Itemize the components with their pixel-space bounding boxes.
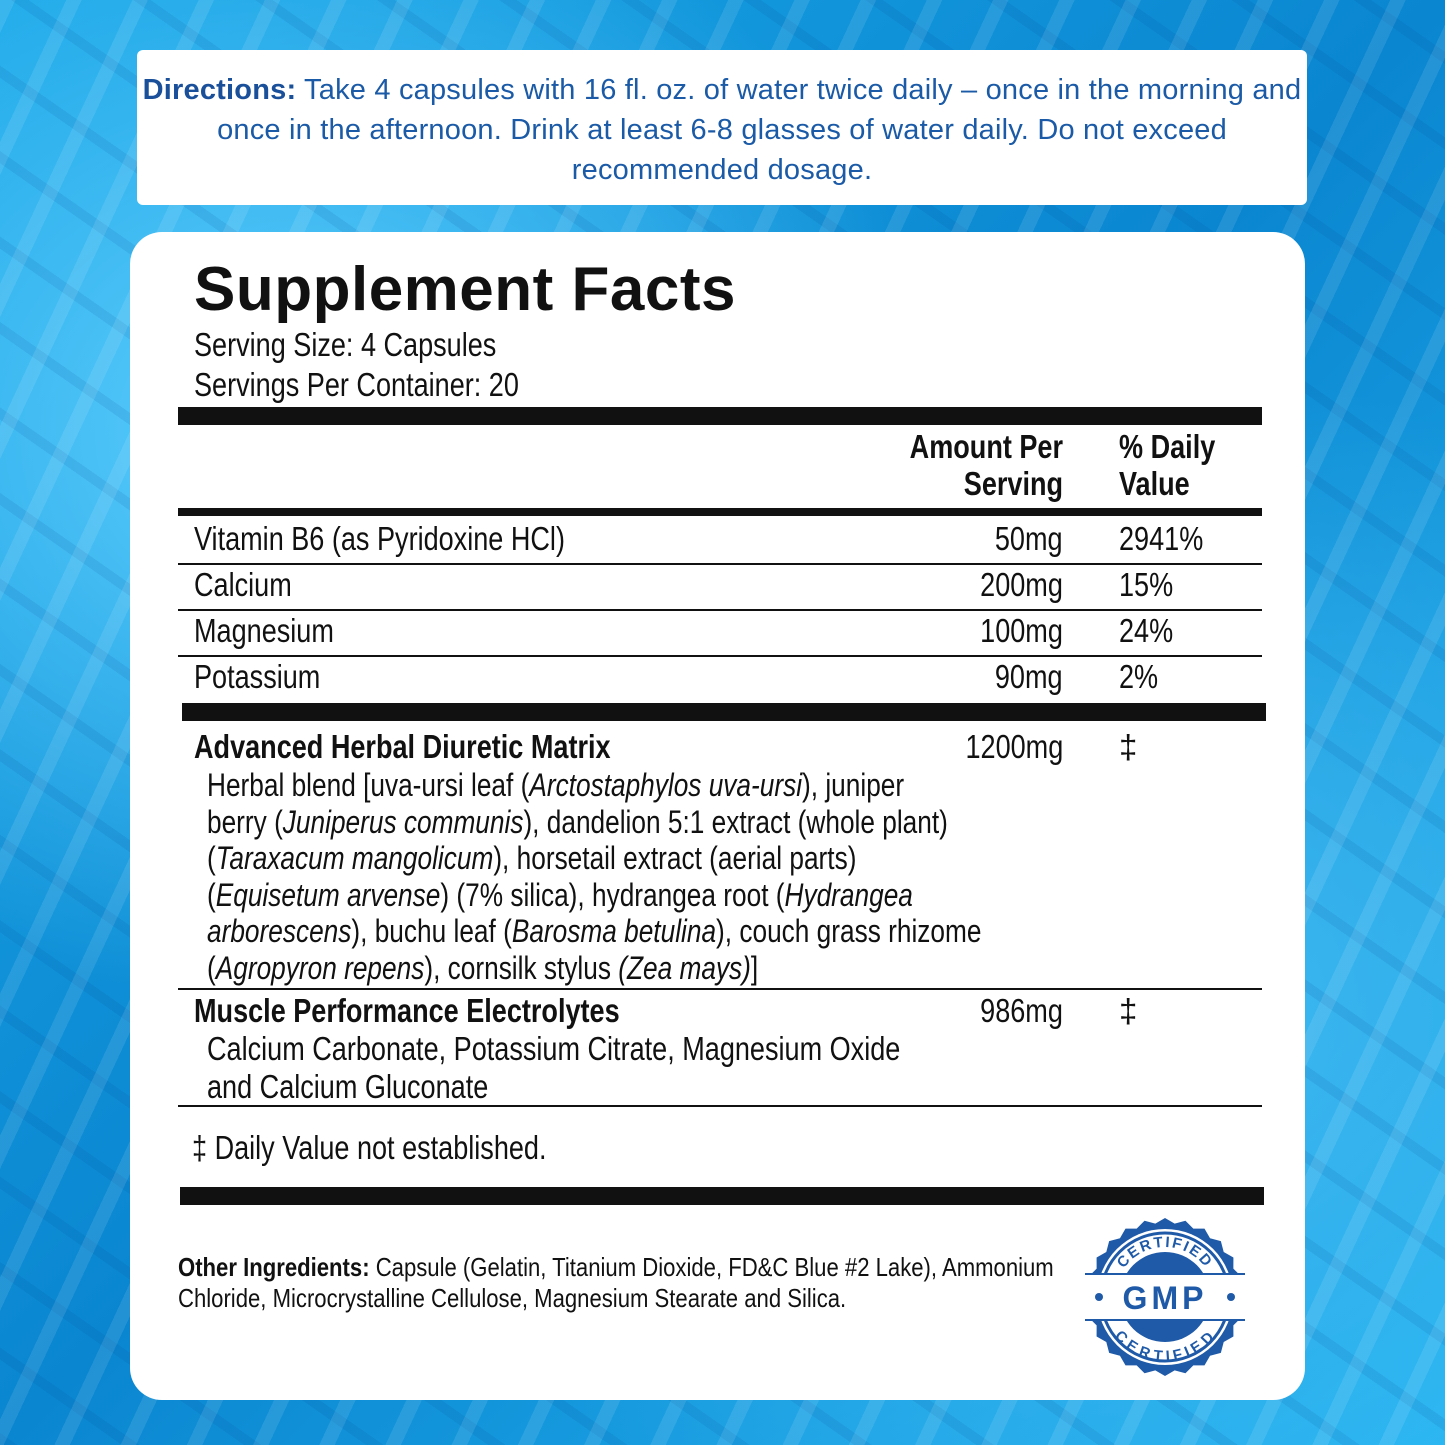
- footnote: ‡ Daily Value not established.: [192, 1129, 547, 1166]
- nutrient-dv: 24%: [1119, 612, 1174, 649]
- botanical-name: Agropyron repens: [215, 949, 425, 986]
- blend-line: Herbal blend [uva-ursi leaf (Arctostaphy…: [207, 767, 981, 804]
- divider-thick: [182, 703, 1266, 721]
- electrolytes-dv: ‡: [1119, 992, 1138, 1029]
- blend-line: berry (Juniperus communis), dandelion 5:…: [207, 804, 981, 841]
- botanical-name: Barosma betulina: [511, 913, 717, 949]
- serving-size: Serving Size: 4 Capsules: [194, 326, 497, 363]
- blend-line: (Taraxacum mangolicum), horsetail extrac…: [207, 840, 981, 877]
- blend-line: arborescens), buchu leaf (Barosma betuli…: [207, 913, 981, 950]
- nutrient-amount: 90mg: [995, 658, 1063, 695]
- directions-label: Directions:: [142, 74, 297, 106]
- botanical-name: arborescens: [207, 913, 352, 949]
- blend-line: (Equisetum arvense) (7% silica), hydrang…: [207, 877, 981, 914]
- electrolytes-ingredients: Calcium Carbonate, Potassium Citrate, Ma…: [207, 1030, 901, 1105]
- ingredient-text: berry (: [207, 803, 283, 840]
- ingredient-text: ]: [750, 949, 759, 986]
- blend-line: (Agropyron repens), cornsilk stylus (Zea…: [207, 950, 981, 987]
- botanical-name: Arctostaphylos uva-ursi: [529, 767, 803, 803]
- botanical-name: (Zea mays): [618, 949, 751, 986]
- ingredient-text: (: [207, 949, 216, 986]
- nutrient-dv: 2941%: [1119, 520, 1204, 557]
- nutrient-name: Potassium: [194, 658, 321, 695]
- divider-thin: [178, 563, 1262, 565]
- nutrient-dv: 15%: [1119, 566, 1174, 603]
- gmp-certified-badge: CERTIFIED CERTIFIED GMP: [1085, 1218, 1245, 1376]
- nutrient-name: Calcium: [194, 566, 292, 603]
- ingredient-text: ), cornsilk stylus: [424, 949, 619, 986]
- botanical-name: Equisetum arvense: [215, 876, 441, 913]
- nutrient-name: Magnesium: [194, 612, 334, 649]
- electrolytes-name: Muscle Performance Electrolytes: [194, 992, 620, 1029]
- dv-header: % Daily Value: [1119, 428, 1216, 502]
- other-ingredients: Other Ingredients: Capsule (Gelatin, Tit…: [178, 1252, 1054, 1313]
- divider-medium: [178, 508, 1262, 516]
- divider-thick: [180, 1187, 1264, 1205]
- botanical-name: Hydrangea: [784, 876, 913, 913]
- divider-thin: [178, 988, 1262, 990]
- blend-name: Advanced Herbal Diuretic Matrix: [194, 728, 611, 765]
- badge-gmp-text: GMP: [1123, 1280, 1208, 1316]
- ingredient-text: ) (7% silica), hydrangea root (: [440, 876, 785, 913]
- ingredient-text: ), horsetail extract (aerial parts): [493, 840, 857, 876]
- blend-ingredients: Herbal blend [uva-ursi leaf (Arctostaphy…: [207, 767, 1151, 986]
- ingredient-text: ), juniper: [802, 767, 905, 803]
- directions-text: Take 4 capsules with 16 fl. oz. of water…: [217, 74, 1302, 186]
- ingredient-text: ), couch grass rhizome: [716, 913, 982, 949]
- ingredient-text: (: [207, 876, 216, 913]
- nutrient-amount: 50mg: [995, 520, 1063, 557]
- nutrient-dv: 2%: [1119, 658, 1159, 695]
- blend-amount: 1200mg: [965, 728, 1063, 765]
- blend-dv: ‡: [1119, 728, 1138, 765]
- ingredient-text: ), dandelion 5:1 extract (whole plant): [523, 803, 948, 840]
- nutrient-amount: 200mg: [980, 566, 1063, 603]
- amount-header: Amount Per Serving: [909, 428, 1063, 502]
- divider-thin: [178, 655, 1262, 657]
- botanical-name: Taraxacum mangolicum: [215, 840, 494, 876]
- botanical-name: Juniperus communis: [282, 803, 524, 840]
- ingredient-text: Herbal blend [uva-ursi leaf (: [207, 767, 530, 803]
- supplement-facts-panel: Supplement Facts Serving Size: 4 Capsule…: [130, 232, 1305, 1400]
- nutrient-amount: 100mg: [980, 612, 1063, 649]
- ingredient-text: (: [207, 840, 216, 876]
- divider-thick: [178, 407, 1262, 425]
- panel-title: Supplement Facts: [194, 255, 736, 324]
- divider-thin: [178, 609, 1262, 611]
- servings-per-container: Servings Per Container: 20: [194, 366, 519, 403]
- nutrient-name: Vitamin B6 (as Pyridoxine HCl): [194, 520, 565, 557]
- divider-thin: [178, 1105, 1262, 1107]
- directions-box: Directions: Take 4 capsules with 16 fl. …: [137, 50, 1307, 205]
- ingredient-text: ), buchu leaf (: [351, 913, 512, 949]
- electrolytes-amount: 986mg: [980, 992, 1063, 1029]
